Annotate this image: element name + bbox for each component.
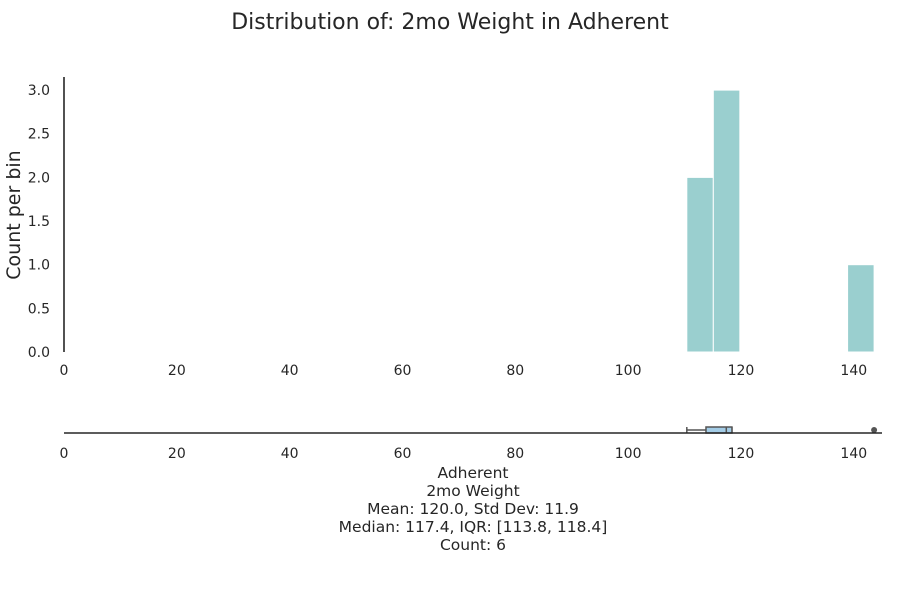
y-tick-label: 0.5	[28, 301, 50, 317]
chart-title: Distribution of: 2mo Weight in Adherent	[231, 10, 669, 35]
caption-line: Median: 117.4, IQR: [113.8, 118.4]	[339, 518, 608, 536]
x-tick-label: 0	[60, 446, 69, 462]
x-tick-label: 40	[281, 363, 299, 379]
y-tick-label: 1.0	[28, 258, 50, 274]
caption-line: Count: 6	[440, 536, 506, 554]
x-tick-label: 20	[168, 446, 186, 462]
x-tick-label: 60	[394, 446, 412, 462]
x-tick-label: 0	[60, 363, 69, 379]
x-tick-label: 80	[506, 363, 524, 379]
x-tick-label: 20	[168, 363, 186, 379]
boxplot	[686, 426, 878, 434]
boxplot-x-tick-labels: 0 20 40 60 80 100 120 140	[60, 446, 868, 462]
boxplot-box	[705, 426, 733, 434]
x-tick-label: 100	[615, 446, 642, 462]
x-tick-label: 40	[281, 446, 299, 462]
x-tick-label: 60	[394, 363, 412, 379]
histogram-bar	[686, 176, 714, 353]
histogram-bar	[712, 89, 741, 353]
caption-line: Mean: 120.0, Std Dev: 11.9	[367, 500, 579, 518]
y-tick-labels: 0.0 0.5 1.0 1.5 2.0 2.5 3.0	[28, 83, 50, 361]
caption-line: 2mo Weight	[426, 482, 519, 500]
boxplot-outlier	[871, 427, 878, 433]
histogram-bar	[847, 264, 875, 353]
x-tick-label: 120	[728, 363, 755, 379]
y-axis-label: Count per bin	[3, 150, 25, 279]
histogram-x-tick-labels: 0 20 40 60 80 100 120 140	[60, 363, 868, 379]
x-tick-label: 140	[840, 363, 867, 379]
x-tick-label: 100	[615, 363, 642, 379]
y-tick-label: 0.0	[28, 345, 50, 361]
x-tick-label: 80	[506, 446, 524, 462]
caption-line: Adherent	[438, 464, 509, 482]
y-tick-label: 2.0	[28, 170, 50, 186]
y-tick-label: 2.5	[28, 127, 50, 143]
y-tick-label: 3.0	[28, 83, 50, 99]
histogram-bars	[686, 89, 875, 353]
x-tick-label: 120	[728, 446, 755, 462]
x-tick-label: 140	[840, 446, 867, 462]
y-tick-label: 1.5	[28, 214, 50, 230]
